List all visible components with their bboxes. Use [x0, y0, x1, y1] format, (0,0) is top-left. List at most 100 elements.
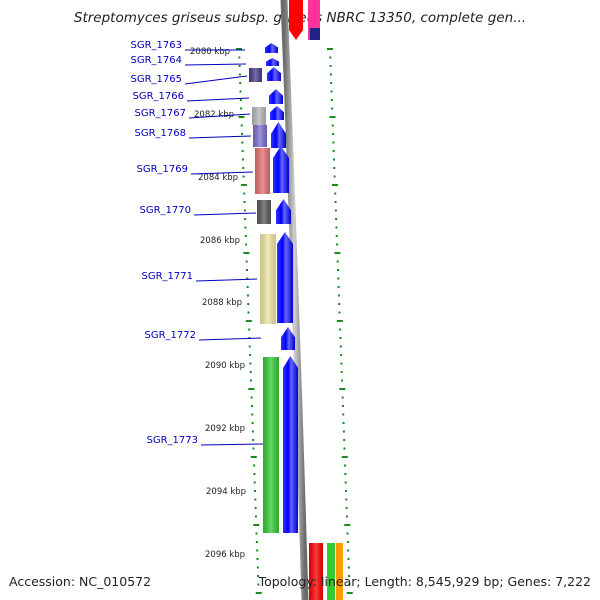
gene-label-leader	[186, 97, 250, 102]
gene-label[interactable]: SGR_1765	[131, 74, 183, 85]
gene-arrow[interactable]	[267, 67, 281, 81]
gene-label[interactable]: SGR_1770	[140, 205, 192, 216]
right-tick-track-tick	[333, 167, 336, 169]
right-tick-track-tick	[330, 99, 333, 101]
left-tick-track-tick	[240, 124, 243, 127]
left-tick-track-tick	[238, 73, 241, 76]
gene-arrow[interactable]	[269, 89, 283, 104]
gene-arrow[interactable]	[265, 43, 278, 53]
gene-label[interactable]: SGR_1769	[137, 164, 189, 175]
gene-label[interactable]: SGR_1772	[145, 330, 197, 341]
gene-label[interactable]: SGR_1764	[131, 55, 183, 66]
left-tick-track-tick	[246, 286, 249, 288]
gene-label[interactable]: SGR_1766	[133, 91, 185, 102]
genome-summary-text: Topology: linear; Length: 8,545,929 bp; …	[258, 574, 591, 589]
right-tick-track-tick	[331, 107, 334, 110]
gene-label[interactable]: SGR_1767	[135, 108, 187, 119]
gene-label-leader	[200, 443, 264, 446]
right-tick-track-tick	[338, 303, 341, 305]
left-tick-track-tick	[240, 184, 247, 186]
kbp-scale-label: 2090 kbp	[205, 361, 245, 371]
right-tick-track-tick	[330, 82, 333, 84]
left-tick-track-tick	[253, 464, 256, 467]
right-tick-track-tick	[342, 422, 345, 424]
left-tick-track-tick	[255, 592, 262, 594]
left-tick-track-tick	[251, 422, 254, 424]
left-tick-track-tick	[252, 447, 255, 450]
left-tick-track-tick	[255, 532, 258, 535]
kbp-scale-label: 2080 kbp	[190, 47, 230, 57]
gene-bar-shade	[309, 543, 323, 600]
left-tick-track-tick	[243, 192, 246, 195]
right-tick-track-tick	[341, 396, 344, 399]
right-tick-track-tick	[331, 124, 334, 127]
left-tick-track-tick	[255, 541, 258, 543]
protein-domain-shade	[263, 357, 279, 533]
right-tick-track-tick	[329, 116, 336, 118]
protein-domain-shade	[253, 125, 267, 147]
accession-text: Accession: NC_010572	[9, 574, 152, 589]
right-tick-track-tick	[334, 209, 337, 212]
gene-label[interactable]: SGR_1773	[147, 435, 199, 446]
kbp-scale-label: 2082 kbp	[194, 110, 234, 120]
gene-label-leader	[184, 63, 247, 66]
right-tick-track-tick	[337, 277, 340, 280]
protein-domain-shade	[249, 68, 262, 82]
right-tick-track-tick	[343, 439, 346, 441]
gene-arrow[interactable]	[281, 327, 295, 350]
gene-arrow-partial-top[interactable]	[289, 0, 303, 40]
left-tick-track-tick	[247, 303, 250, 305]
gene-label-leader	[198, 337, 262, 341]
right-tick-track-tick	[335, 218, 338, 220]
left-tick-track-tick	[254, 507, 257, 509]
gene-label-leader	[184, 75, 248, 85]
left-tick-track-tick	[244, 218, 247, 220]
gene-arrow[interactable]	[266, 58, 279, 66]
left-tick-track-tick	[246, 277, 249, 280]
domain-bar-partial-bottom[interactable]	[327, 543, 335, 600]
gene-label[interactable]: SGR_1768	[135, 128, 187, 139]
left-tick-track-tick	[238, 116, 245, 118]
left-tick-track-tick	[245, 320, 252, 322]
right-tick-track-tick	[337, 294, 340, 297]
right-tick-track-tick	[344, 524, 351, 526]
protein-domain-shade	[252, 107, 266, 125]
domain-bar-partial-bottom[interactable]	[336, 543, 343, 600]
right-tick-track-tick	[337, 269, 340, 271]
right-tick-track-tick	[340, 362, 343, 365]
left-tick-track-tick	[241, 150, 244, 152]
left-tick-track-tick	[244, 226, 247, 229]
left-tick-track-tick	[242, 158, 245, 161]
right-tick-track-tick	[347, 558, 350, 560]
gene-arrow[interactable]	[277, 232, 293, 323]
domain-bar-partial-top[interactable]	[310, 28, 320, 40]
left-tick-track-tick	[249, 371, 252, 373]
gene-arrow[interactable]	[270, 106, 284, 120]
gene-label[interactable]: SGR_1763	[131, 40, 183, 51]
left-tick-track-tick	[248, 388, 255, 390]
right-tick-track-tick	[331, 184, 338, 186]
left-tick-track-tick	[248, 345, 251, 348]
right-tick-track-tick	[337, 286, 340, 288]
gene-arrow[interactable]	[273, 146, 289, 193]
left-tick-track-tick	[250, 456, 257, 458]
right-tick-track-tick	[339, 328, 342, 331]
right-tick-track-tick	[346, 541, 349, 543]
right-tick-track-tick	[332, 150, 335, 152]
left-tick-track-tick	[247, 311, 250, 314]
gene-arrow[interactable]	[283, 356, 298, 533]
right-tick-track-tick	[329, 73, 332, 76]
right-tick-track-tick	[329, 56, 332, 59]
gene-arrow[interactable]	[276, 199, 291, 224]
kbp-scale-label: 2092 kbp	[205, 424, 245, 434]
gene-arrow[interactable]	[271, 122, 286, 148]
right-tick-track-tick	[339, 345, 342, 348]
left-tick-track-tick	[249, 362, 252, 365]
gene-label[interactable]: SGR_1771	[142, 271, 194, 282]
right-tick-track-tick	[344, 481, 347, 484]
right-tick-track-tick	[332, 141, 335, 144]
kbp-scale-label: 2094 kbp	[206, 487, 246, 497]
kbp-scale-label: 2088 kbp	[202, 298, 242, 308]
